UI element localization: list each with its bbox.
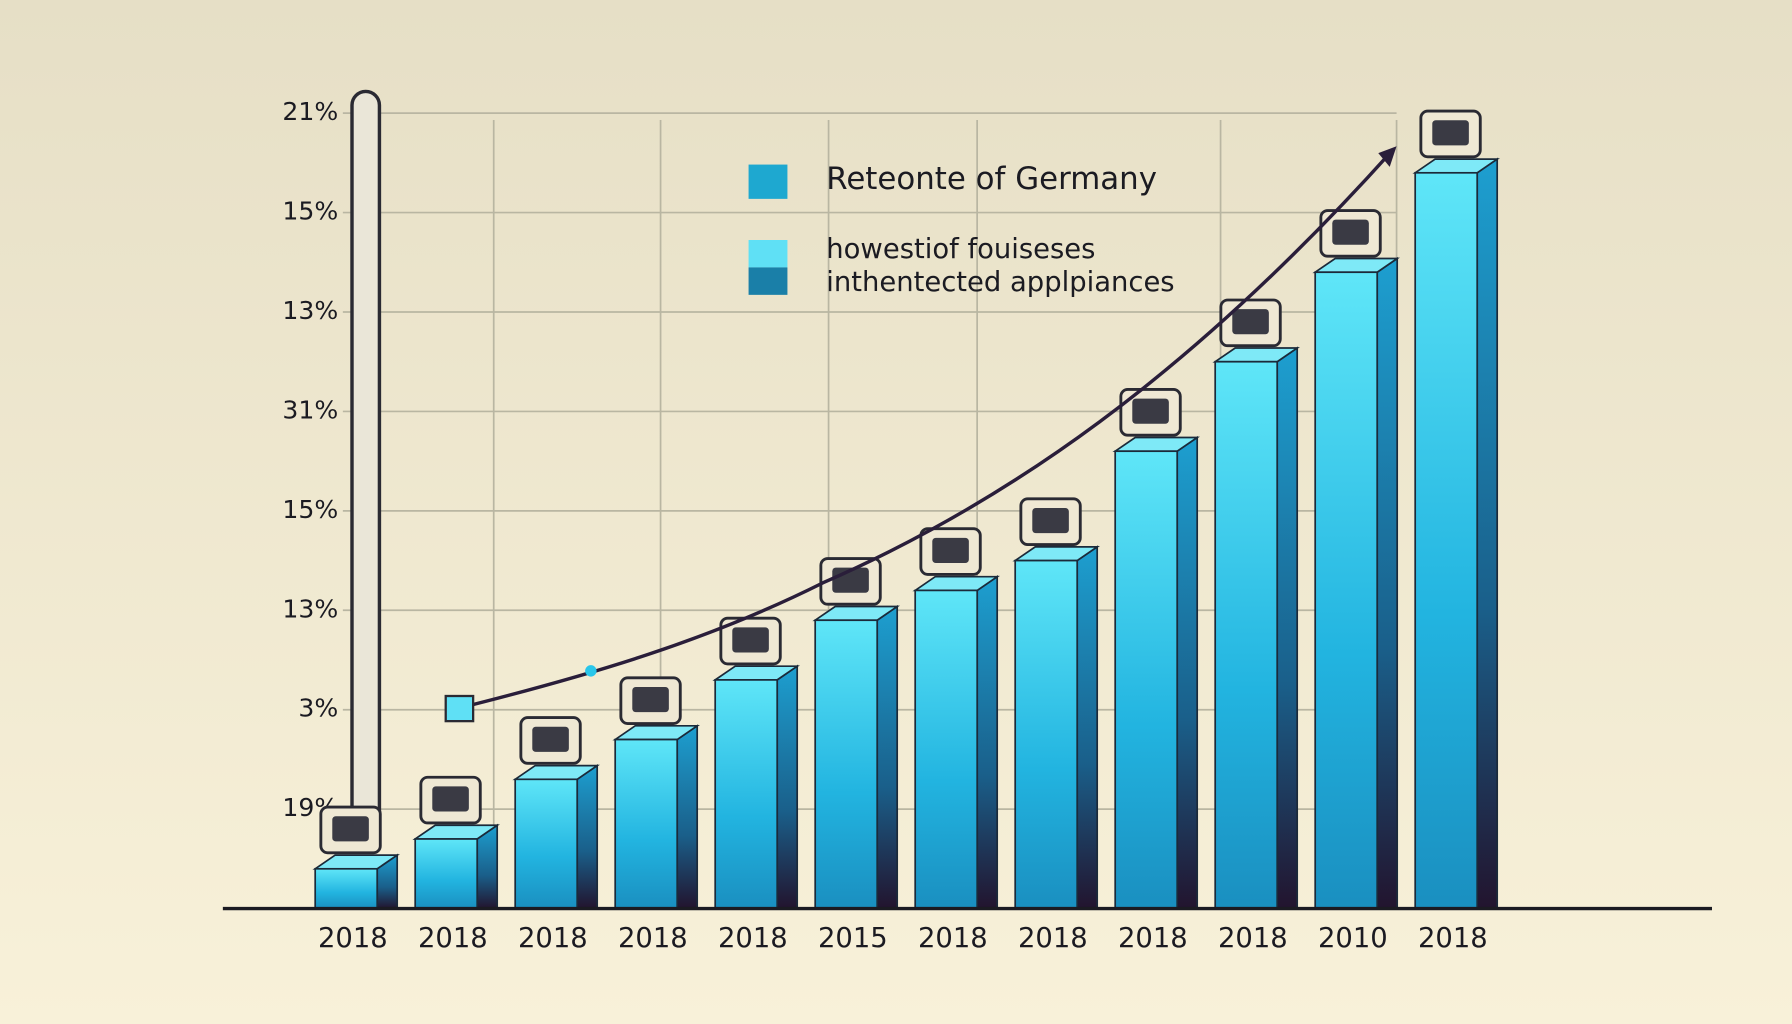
- appliance-screen: [932, 537, 969, 563]
- bar-side: [876, 604, 899, 910]
- bar: [414, 838, 479, 910]
- bar: [1414, 171, 1479, 910]
- legend-label: inthentected applpiances: [826, 267, 1174, 298]
- trend-line: [456, 149, 1394, 711]
- y-tick-label: 31%: [282, 395, 338, 424]
- trend-marker: [444, 694, 475, 723]
- appliance-screen: [532, 726, 569, 752]
- bars: 2018 2018 2018 2018 2018 2015 2018 2018 2018 2018…: [312, 109, 1500, 954]
- appliance-screen: [332, 816, 369, 842]
- axis-pillar: [350, 89, 382, 854]
- trend-dot: [585, 665, 597, 677]
- appliance-screen: [432, 786, 469, 812]
- x-tick-label: 2018: [618, 923, 688, 954]
- bar-side: [1476, 157, 1499, 910]
- bar-side: [1376, 256, 1399, 910]
- legend-swatch: [748, 240, 788, 268]
- x-tick-label: 2018: [1118, 923, 1188, 954]
- y-tick-label: 15%: [282, 495, 338, 524]
- bar: [1214, 360, 1279, 910]
- bar: [914, 589, 979, 910]
- bar: [814, 619, 879, 910]
- y-tick-label: 3%: [298, 694, 338, 723]
- y-tick-label: 15%: [282, 197, 338, 226]
- legend-label: Reteonte of Germany: [826, 161, 1157, 197]
- appliance-screen: [1332, 219, 1369, 245]
- legend-label: howestiof fouiseses: [826, 234, 1095, 265]
- x-tick-label: 2018: [318, 923, 388, 954]
- bar-side: [1276, 346, 1299, 910]
- x-tick-label: 2010: [1318, 923, 1388, 954]
- y-tick-label: 13%: [282, 594, 338, 623]
- appliance-screen: [1432, 120, 1469, 146]
- x-tick-label: 2018: [1218, 923, 1288, 954]
- bar: [614, 738, 679, 910]
- x-tick-label: 2018: [1418, 923, 1488, 954]
- bar-side: [1176, 435, 1199, 910]
- x-tick-label: 2018: [518, 923, 588, 954]
- bar-side: [576, 763, 599, 910]
- x-tick-label: 2018: [918, 923, 988, 954]
- x-tick-label: 2018: [1018, 923, 1088, 954]
- bar: [1314, 271, 1379, 910]
- x-tick-label: 2015: [818, 923, 888, 954]
- bar: [314, 867, 379, 910]
- trend-arrow: [1378, 146, 1397, 167]
- legend-swatch: [748, 267, 788, 295]
- appliance-screen: [1232, 309, 1269, 335]
- appliance-screen: [1132, 398, 1169, 424]
- bar: [514, 778, 579, 910]
- bar-side: [776, 664, 799, 910]
- y-tick-label: 21%: [282, 97, 338, 126]
- bar-side: [676, 724, 699, 910]
- legend: Reteonte of Germany howestiof fouisesesin…: [748, 161, 1175, 298]
- bar-side: [1076, 545, 1099, 910]
- appliance-screen: [732, 627, 769, 653]
- bar: [1014, 559, 1079, 910]
- bar: [1114, 450, 1179, 910]
- x-tick-label: 2018: [418, 923, 488, 954]
- x-tick-label: 2018: [718, 923, 788, 954]
- y-tick-label: 13%: [282, 296, 338, 325]
- bar: [714, 679, 779, 910]
- appliance-screen: [1032, 508, 1069, 534]
- bar-side: [976, 575, 999, 910]
- appliance-screen: [632, 686, 669, 713]
- legend-swatch: [748, 164, 788, 199]
